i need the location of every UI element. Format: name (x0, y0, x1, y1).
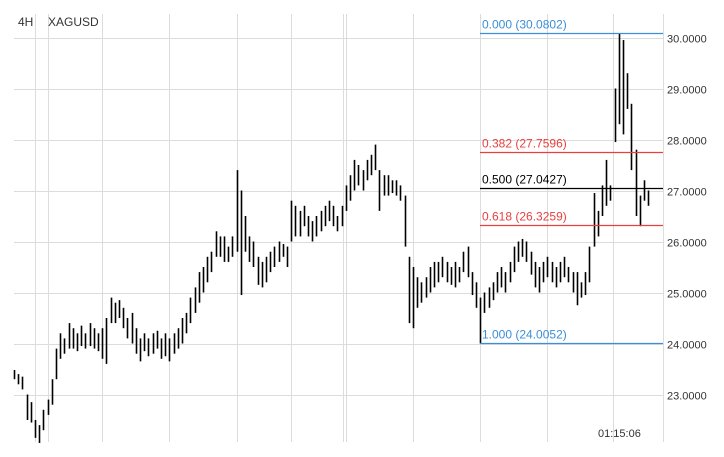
price-bars (13, 33, 650, 443)
price-tick-label: 23.0000 (667, 391, 707, 403)
grid (14, 14, 664, 442)
fib-level-label: 0.500 (27.0427) (482, 173, 567, 187)
fib-level-label: 0.618 (26.3259) (482, 210, 567, 224)
price-tick-label: 25.0000 (667, 289, 707, 301)
timeframe-label[interactable]: 4H (18, 15, 34, 29)
price-tick-label: 26.0000 (667, 238, 707, 250)
fib-level-label: 0.000 (30.0802) (482, 18, 567, 32)
price-tick-label: 30.0000 (667, 34, 707, 46)
fib-level-label: 1.000 (24.0052) (482, 328, 567, 342)
price-tick-label: 24.0000 (667, 340, 707, 352)
price-tick-label: 27.0000 (667, 187, 707, 199)
price-tick-label: 29.0000 (667, 85, 707, 97)
fib-level-label: 0.382 (27.7596) (482, 137, 567, 151)
price-axis: 23.0000 24.0000 25.0000 26.0000 27.0000 28.00… (667, 34, 707, 403)
symbol-label[interactable]: XAGUSD (48, 15, 99, 29)
time-cursor-label: 01:15:06 (598, 428, 641, 440)
price-tick-label: 28.0000 (667, 136, 707, 148)
fibonacci-retracement[interactable]: 0.000 (30.0802) 0.382 (27.7596) 0.500 (27.… (480, 18, 663, 345)
